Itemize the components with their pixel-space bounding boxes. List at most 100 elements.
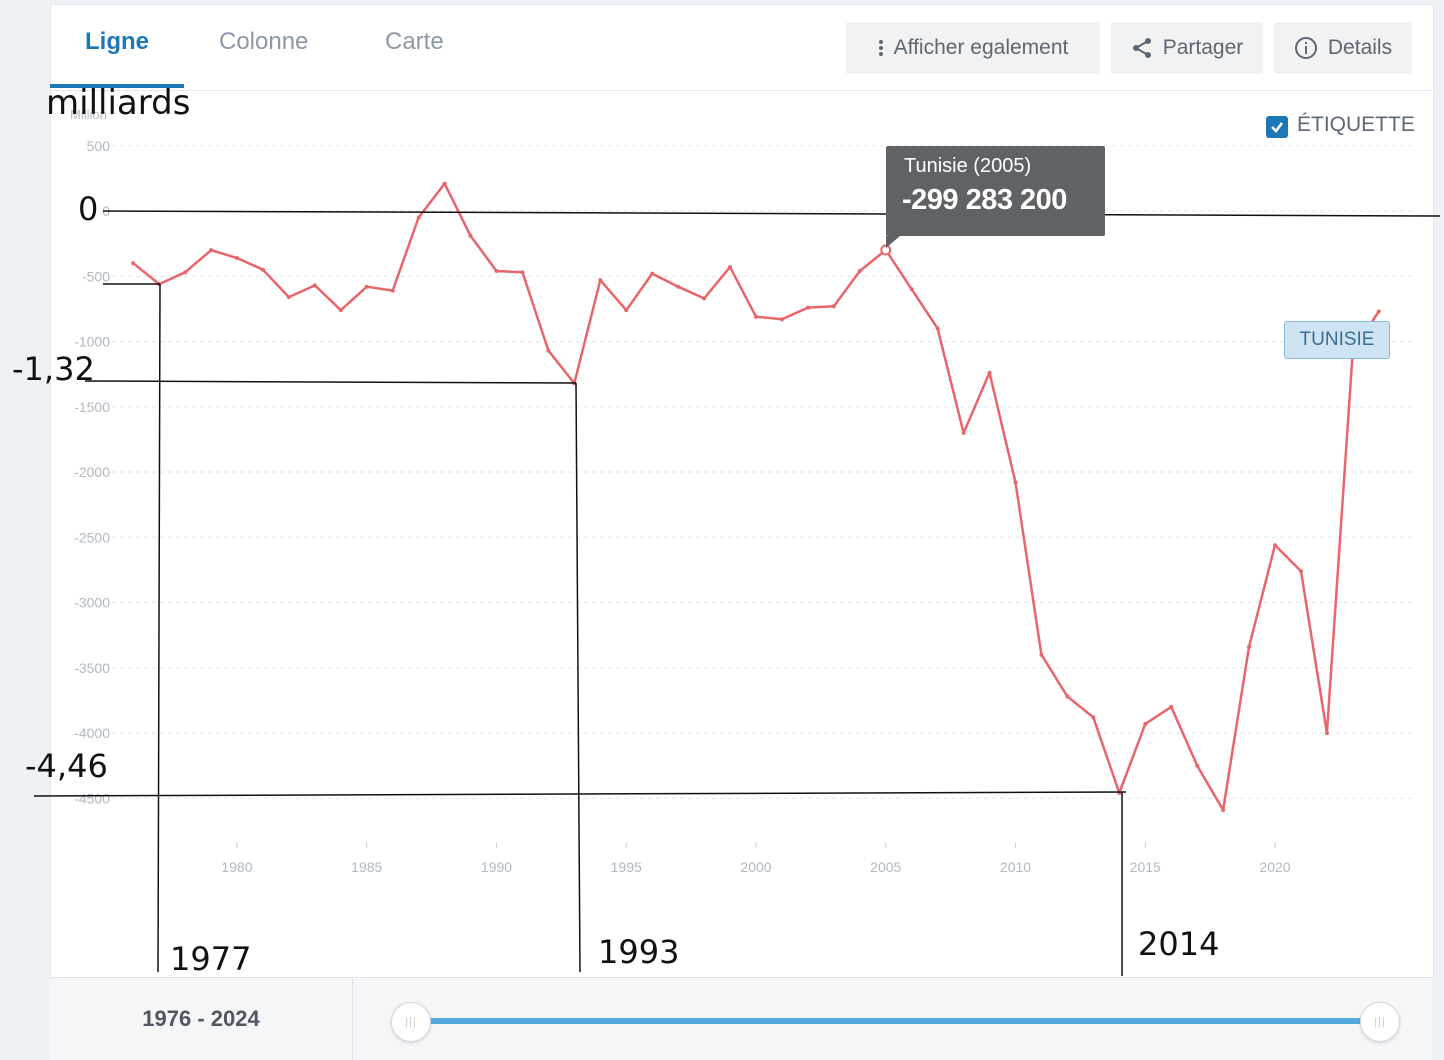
data-point[interactable]	[857, 269, 862, 274]
data-point[interactable]	[935, 326, 940, 331]
y-tick-label: -3000	[74, 595, 110, 611]
data-point[interactable]	[676, 284, 681, 289]
data-point[interactable]	[1013, 480, 1018, 485]
data-point[interactable]	[754, 314, 758, 319]
info-icon	[1294, 36, 1318, 60]
data-point[interactable]	[468, 233, 473, 238]
data-point[interactable]	[1039, 652, 1044, 657]
data-point[interactable]	[364, 284, 369, 289]
annotation-year-1977: 1977	[170, 940, 252, 978]
y-tick-label: -500	[82, 268, 110, 284]
y-tick-label: -4000	[74, 725, 110, 741]
data-point[interactable]	[831, 304, 836, 309]
y-axis-unit-label: Million	[70, 107, 107, 122]
data-point[interactable]	[1195, 763, 1200, 768]
x-tick-label: 2015	[1130, 859, 1161, 875]
data-point[interactable]	[1065, 694, 1070, 699]
data-point[interactable]	[494, 269, 499, 274]
data-point[interactable]	[286, 295, 291, 300]
grip-icon: |||	[1374, 1016, 1386, 1028]
grip-icon: |||	[405, 1016, 417, 1028]
data-point[interactable]	[235, 255, 239, 260]
data-point[interactable]	[1221, 807, 1226, 812]
annotation-value-1: -1,32	[12, 350, 95, 388]
data-point[interactable]	[779, 317, 784, 322]
data-point[interactable]	[260, 267, 265, 272]
label-checkbox-text: ÉTIQUETTE	[1297, 113, 1415, 136]
active-tab-indicator	[50, 84, 184, 88]
annotation-year-1993: 1993	[598, 933, 680, 971]
range-label: 1976 - 2024	[50, 978, 353, 1060]
series-line	[132, 182, 1380, 812]
show-also-label: Afficher egalement	[893, 36, 1069, 59]
data-point[interactable]	[1143, 721, 1148, 726]
chart-tabs: Ligne Colonne Carte Afficher egalement P…	[50, 4, 1432, 91]
data-point[interactable]	[338, 308, 343, 313]
data-point[interactable]	[546, 348, 551, 353]
label-checkbox[interactable]	[1266, 116, 1288, 138]
data-point[interactable]	[312, 283, 317, 288]
data-point[interactable]	[961, 430, 966, 435]
x-axis-ticks: 1980 1985 1990 1995 2000 2005 2010 2015 2020	[221, 842, 1291, 875]
x-tick-label: 2020	[1259, 859, 1290, 875]
data-point[interactable]	[728, 265, 733, 270]
share-label: Partager	[1162, 36, 1244, 59]
x-tick-label: 1995	[611, 859, 642, 875]
series-tunisie	[131, 181, 1381, 812]
tooltip-value: -299 283 200	[902, 184, 1067, 216]
x-tick-label: 1985	[351, 859, 382, 875]
y-tick-label: -1500	[74, 399, 110, 415]
tab-map[interactable]: Carte	[385, 28, 444, 55]
range-start-handle[interactable]: |||	[391, 1002, 431, 1042]
y-tick-label: -2000	[74, 464, 110, 480]
data-point[interactable]	[1169, 704, 1174, 709]
data-point[interactable]	[1376, 309, 1381, 314]
x-tick-label: 2010	[1000, 859, 1031, 875]
data-point[interactable]	[1298, 569, 1303, 574]
y-axis-ticks: 500 0 -500 -1000 -1500 -2000 -2500 -3000 -3500 -4…	[74, 138, 110, 807]
data-point[interactable]	[131, 261, 136, 266]
data-point[interactable]	[1091, 715, 1096, 720]
data-point[interactable]	[702, 296, 707, 301]
data-point[interactable]	[390, 288, 395, 293]
data-point[interactable]	[183, 270, 188, 275]
data-point[interactable]	[805, 305, 810, 310]
data-point[interactable]	[650, 271, 655, 276]
data-point[interactable]	[1273, 543, 1277, 548]
data-point[interactable]	[598, 278, 603, 283]
x-tick-label: 1990	[481, 859, 512, 875]
x-tick-label: 1980	[221, 859, 252, 875]
vertical-dots-icon	[878, 39, 884, 57]
x-tick-label: 2000	[740, 859, 771, 875]
y-tick-label: -1000	[74, 334, 110, 350]
data-point[interactable]	[416, 215, 421, 220]
y-tick-label: 500	[87, 138, 111, 154]
show-also-button[interactable]: Afficher egalement	[846, 22, 1100, 74]
data-point[interactable]	[1247, 644, 1252, 649]
data-point[interactable]	[209, 248, 214, 253]
tab-line[interactable]: Ligne	[85, 28, 149, 55]
series-label-tunisie: TUNISIE	[1284, 321, 1390, 359]
share-icon	[1131, 37, 1153, 59]
tab-column[interactable]: Colonne	[219, 28, 309, 55]
tooltip-pointer	[886, 236, 900, 248]
y-tick-label: -3500	[74, 660, 110, 676]
annotation-zero: 0	[78, 190, 99, 228]
range-slider-track[interactable]	[410, 1018, 1380, 1024]
range-end-handle[interactable]: |||	[1360, 1002, 1400, 1042]
data-point[interactable]	[624, 308, 629, 313]
hand-drawn-annotation-lines	[33, 210, 1441, 976]
details-button[interactable]: Details	[1274, 22, 1412, 74]
share-button[interactable]: Partager	[1111, 22, 1263, 74]
data-point[interactable]	[520, 270, 525, 275]
data-point[interactable]	[1324, 731, 1329, 735]
data-point[interactable]	[909, 287, 914, 292]
data-tooltip: Tunisie (2005) -299 283 200	[886, 146, 1105, 236]
grid-lines	[112, 145, 1412, 799]
tooltip-title: Tunisie (2005)	[904, 155, 1032, 177]
data-point[interactable]	[442, 181, 447, 186]
x-tick-label: 2005	[870, 859, 901, 875]
data-point[interactable]	[987, 370, 992, 375]
annotation-value-2: -4,46	[25, 747, 108, 785]
y-tick-label: -2500	[74, 529, 110, 545]
